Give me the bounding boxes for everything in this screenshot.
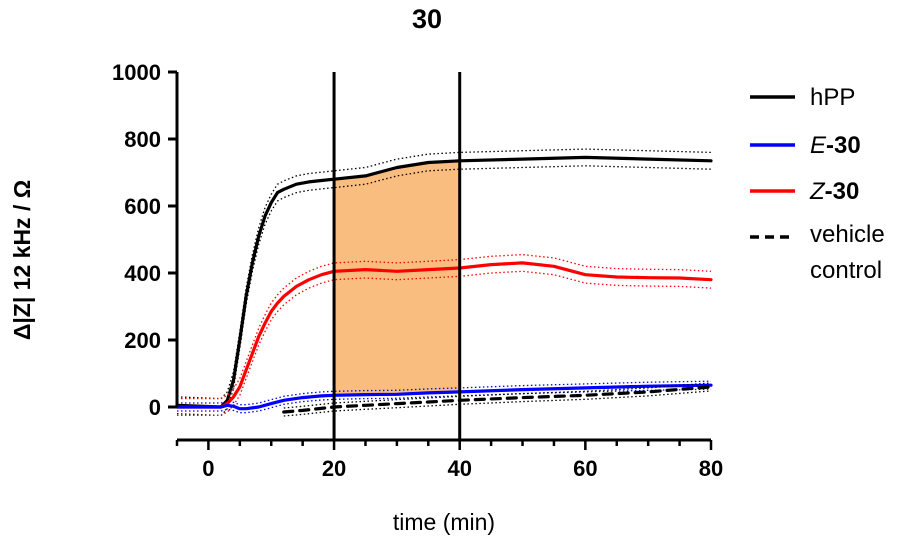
- legend-item-1: E-30: [750, 132, 861, 159]
- y-axis-label: Δ|Z| 12 kHz / Ω: [9, 180, 35, 340]
- series-line-0: [175, 155, 713, 409]
- x-tick-label-0: 0: [202, 456, 214, 481]
- y-tick-label-4: 800: [124, 127, 161, 152]
- y-tick-label-0: 0: [149, 395, 161, 420]
- series-line-3: [282, 385, 713, 414]
- x-tick-label-3: 60: [573, 456, 597, 481]
- y-tick-label-3: 600: [124, 194, 161, 219]
- y-tick-label-5: 1000: [112, 60, 161, 85]
- x-tick-label-2: 40: [447, 456, 471, 481]
- series-3-error-lower: [283, 390, 712, 417]
- series-0: [175, 148, 713, 417]
- legend: hPP E-30 Z-30 vehicle control: [750, 84, 885, 284]
- series-2-error-upper: [177, 380, 712, 406]
- legend-label-1: E-30: [810, 132, 861, 159]
- chart-title: 30: [412, 4, 442, 34]
- axes: 0 200 400 600 800 1000 0 20 40 60 80: [112, 60, 723, 481]
- series-1: [175, 253, 713, 417]
- series-line-1: [175, 261, 713, 409]
- legend-item-0: hPP: [750, 84, 855, 111]
- legend-label-0: hPP: [810, 84, 855, 111]
- series-1-error-lower: [177, 270, 712, 417]
- x-tick-label-1: 20: [322, 456, 346, 481]
- legend-label-2: Z-30: [809, 178, 859, 205]
- y-tick-label-1: 200: [124, 328, 161, 353]
- y-tick-label-2: 400: [124, 261, 161, 286]
- series-1-error-upper: [177, 253, 712, 400]
- x-axis-label: time (min): [393, 509, 495, 535]
- plot-area: [175, 72, 713, 440]
- series-3: [282, 382, 713, 417]
- series-line-2: [175, 383, 713, 411]
- legend-item-3: vehicle control: [750, 221, 885, 284]
- shaded-region: [334, 160, 460, 396]
- legend-item-2: Z-30: [750, 178, 859, 205]
- legend-label-3: vehicle control: [810, 221, 885, 284]
- x-tick-label-4: 80: [699, 456, 723, 481]
- series-3-error-upper: [283, 382, 712, 409]
